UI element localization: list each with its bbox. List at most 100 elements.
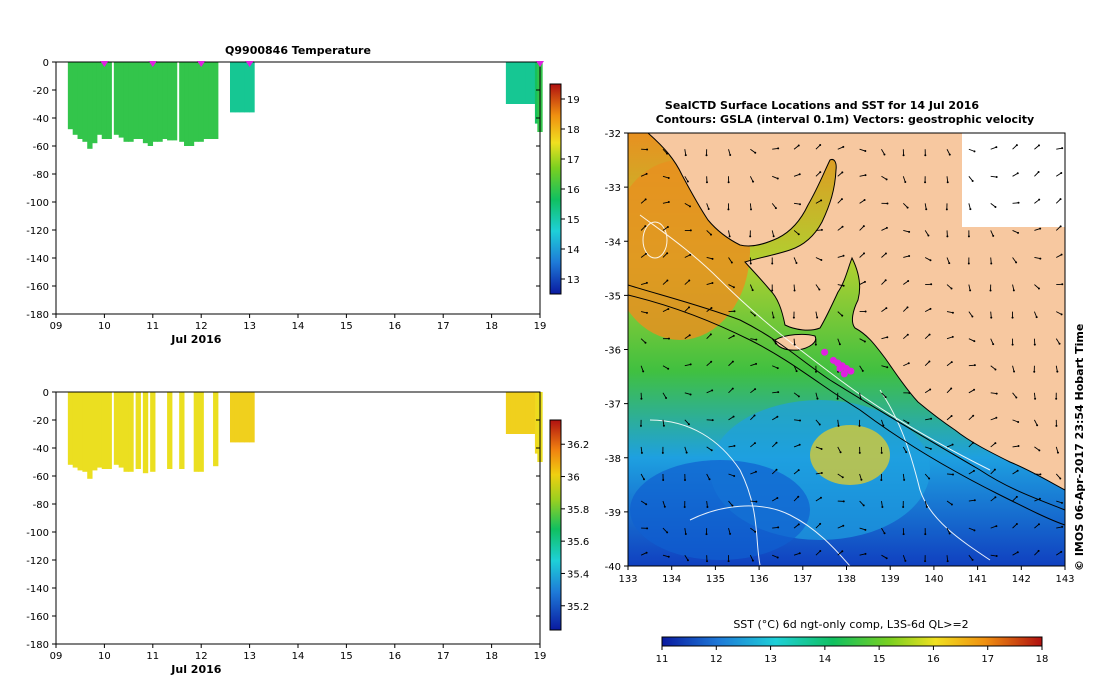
vector-arrow bbox=[1034, 171, 1039, 177]
profile-bar bbox=[92, 62, 98, 144]
profile-bar bbox=[510, 62, 517, 104]
vector-head bbox=[753, 314, 756, 317]
vector-head bbox=[951, 335, 954, 338]
vector-head bbox=[993, 468, 996, 471]
vector-head bbox=[972, 414, 975, 417]
vector-head bbox=[1056, 370, 1059, 373]
vector-head bbox=[646, 148, 649, 151]
map-y-tick-label: -39 bbox=[605, 508, 621, 519]
vector-head bbox=[950, 361, 953, 364]
profile-bar bbox=[128, 392, 134, 472]
vector-head bbox=[842, 500, 845, 503]
x-tick-label: 16 bbox=[388, 651, 401, 662]
vector-head bbox=[797, 395, 800, 398]
vector-head bbox=[967, 235, 970, 238]
vector-head bbox=[1017, 421, 1020, 424]
map-y-tick-label: -33 bbox=[605, 183, 621, 194]
vector-head bbox=[819, 144, 822, 147]
vector-head bbox=[688, 306, 691, 309]
vector-arrow bbox=[1056, 500, 1063, 504]
vector-arrow bbox=[1055, 338, 1060, 344]
vector-arrow bbox=[859, 174, 866, 177]
vector-arrow bbox=[728, 445, 735, 448]
vector-arrow bbox=[771, 230, 775, 237]
profile-bar bbox=[123, 62, 129, 142]
profile-bar bbox=[520, 392, 526, 434]
vector-arrow bbox=[837, 198, 843, 204]
vector-arrow bbox=[728, 284, 735, 288]
map-y-tick-label: -35 bbox=[605, 291, 621, 302]
vector-head bbox=[814, 370, 817, 373]
x-tick-label: 10 bbox=[98, 651, 111, 662]
vector-arrow bbox=[706, 473, 710, 480]
profile-marker bbox=[536, 61, 544, 67]
vector-head bbox=[727, 560, 730, 563]
vector-head bbox=[816, 316, 819, 319]
vector-head bbox=[995, 392, 998, 395]
vector-head bbox=[972, 469, 975, 472]
x-tick-label: 17 bbox=[437, 651, 450, 662]
vector-head bbox=[1055, 397, 1058, 400]
seal-locations bbox=[821, 348, 855, 378]
vector-head bbox=[885, 557, 888, 560]
vector-head bbox=[644, 225, 647, 228]
map-x-tick-label: 139 bbox=[881, 574, 900, 585]
profile-bar bbox=[133, 62, 139, 139]
vector-arrow bbox=[662, 280, 668, 285]
vector-arrow bbox=[749, 203, 752, 210]
profile-bar bbox=[229, 392, 236, 443]
vector-arrow bbox=[924, 230, 929, 236]
vector-head bbox=[1034, 397, 1037, 400]
profile-bar bbox=[87, 392, 93, 479]
map-y-tick-label: -38 bbox=[605, 454, 621, 465]
vector-head bbox=[710, 307, 713, 310]
profile-bar bbox=[113, 392, 120, 465]
profile-bar bbox=[244, 392, 250, 443]
vector-head bbox=[639, 424, 642, 427]
y-tick-label: -100 bbox=[26, 528, 49, 539]
vector-head bbox=[907, 280, 910, 283]
vector-head bbox=[1061, 283, 1064, 286]
vector-arrow bbox=[662, 308, 669, 313]
vector-arrow bbox=[815, 497, 822, 502]
profile-bar bbox=[142, 62, 149, 144]
chart-title: Q9900846 Temperature bbox=[225, 44, 371, 57]
profile-bar bbox=[184, 62, 190, 146]
profile-bar bbox=[82, 62, 88, 142]
vector-head bbox=[907, 362, 910, 365]
vector-head bbox=[775, 441, 778, 444]
vector-head bbox=[863, 340, 866, 343]
vector-head bbox=[729, 154, 732, 157]
vector-arrow bbox=[924, 308, 931, 313]
vector-arrow bbox=[684, 254, 691, 258]
vector-head bbox=[995, 176, 998, 179]
vector-head bbox=[732, 286, 735, 289]
vector-arrow bbox=[968, 203, 971, 210]
vector-head bbox=[709, 233, 712, 236]
profile-bar bbox=[244, 62, 250, 113]
vector-head bbox=[994, 206, 997, 209]
vector-arrow bbox=[837, 550, 843, 556]
vector-arrow bbox=[771, 442, 777, 448]
vector-arrow bbox=[881, 500, 883, 508]
vector-arrow bbox=[968, 415, 974, 421]
x-tick-label: 09 bbox=[50, 321, 63, 332]
vector-head bbox=[1039, 257, 1042, 260]
colorbar-tick-label: 17 bbox=[567, 155, 580, 166]
bathymetry-lines bbox=[628, 284, 1065, 526]
profile-bar bbox=[249, 62, 255, 113]
profile-marker bbox=[197, 61, 206, 67]
x-tick-label: 16 bbox=[388, 321, 401, 332]
vector-arrow bbox=[640, 173, 647, 177]
vector-head bbox=[1038, 449, 1041, 452]
vector-arrow bbox=[793, 230, 800, 235]
vector-arrow bbox=[749, 176, 754, 182]
x-tick-label: 10 bbox=[98, 321, 111, 332]
vector-arrow bbox=[903, 280, 909, 285]
vector-head bbox=[1033, 370, 1036, 373]
x-tick-label: 13 bbox=[243, 651, 256, 662]
vector-arrow bbox=[968, 364, 975, 367]
vector-arrow bbox=[881, 307, 887, 312]
vector-arrow bbox=[662, 201, 669, 204]
vector-head bbox=[992, 343, 995, 346]
